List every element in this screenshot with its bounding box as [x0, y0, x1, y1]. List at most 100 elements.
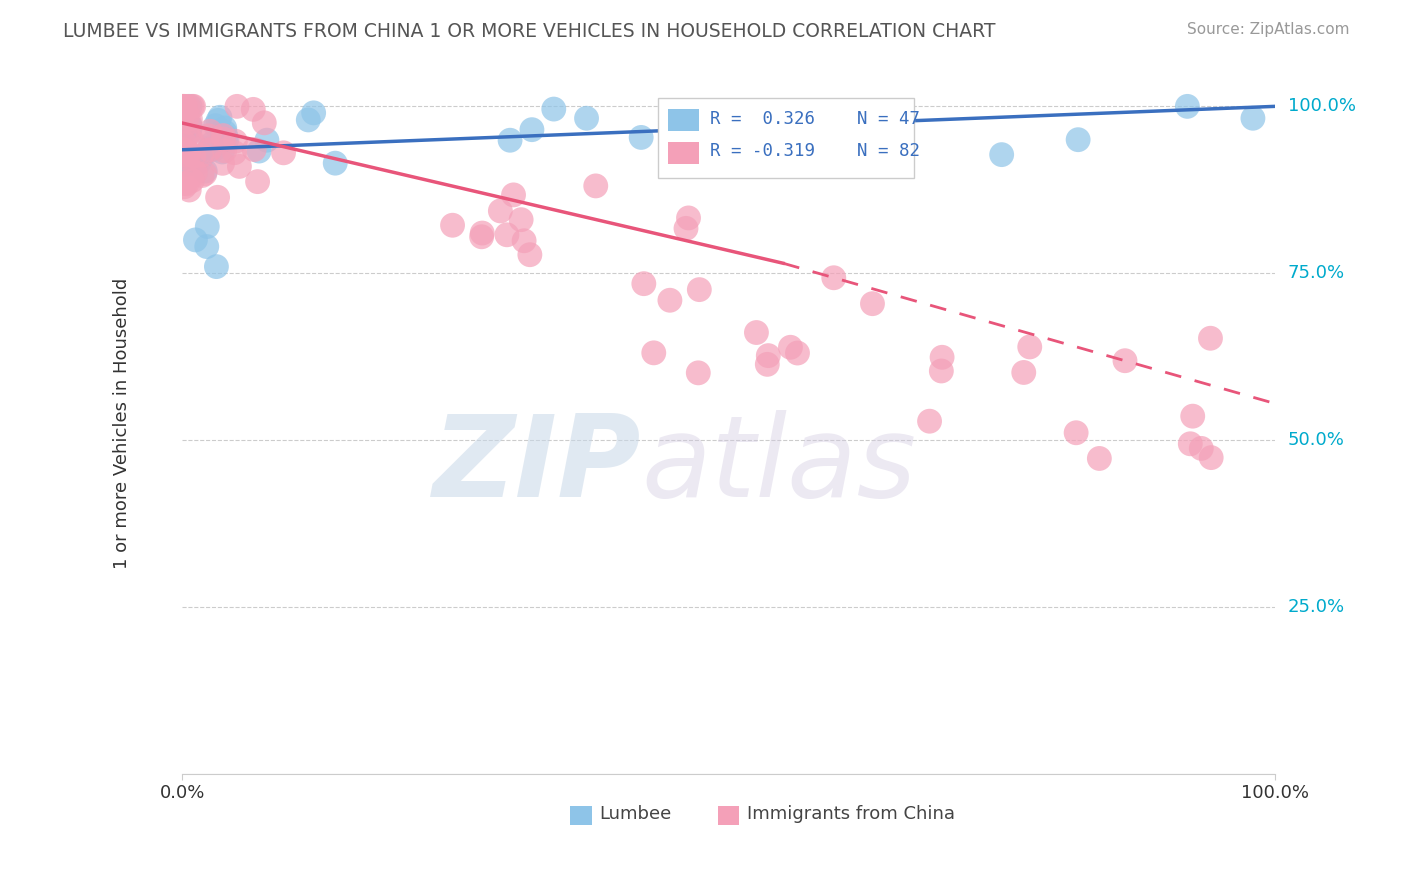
Point — [1018, 340, 1040, 354]
Point — [630, 130, 652, 145]
Text: 100.0%: 100.0% — [1288, 97, 1355, 115]
Point — [173, 136, 195, 150]
Point — [195, 219, 218, 234]
Point — [212, 132, 235, 146]
Point — [756, 357, 779, 371]
Point — [198, 140, 221, 154]
Point — [194, 167, 217, 181]
Point — [224, 145, 246, 160]
Point — [1180, 437, 1202, 451]
FancyBboxPatch shape — [717, 806, 740, 824]
Point — [179, 152, 201, 166]
Point — [786, 346, 808, 360]
Point — [658, 293, 681, 308]
Point — [172, 143, 194, 157]
Point — [184, 156, 207, 170]
Point — [990, 147, 1012, 161]
Point — [688, 283, 710, 297]
Point — [184, 233, 207, 247]
Point — [745, 326, 768, 340]
FancyBboxPatch shape — [571, 806, 592, 824]
Point — [513, 234, 536, 248]
Point — [179, 120, 201, 134]
Point — [273, 145, 295, 160]
Point — [643, 346, 665, 360]
Point — [585, 178, 607, 193]
Point — [172, 142, 194, 156]
Text: 75.0%: 75.0% — [1288, 264, 1346, 282]
Point — [1199, 450, 1222, 465]
Point — [297, 112, 319, 127]
Point — [499, 133, 522, 147]
Text: Source: ZipAtlas.com: Source: ZipAtlas.com — [1187, 22, 1350, 37]
Point — [882, 136, 904, 151]
Point — [179, 99, 201, 113]
Point — [675, 221, 697, 235]
Point — [180, 120, 202, 134]
Point — [678, 211, 700, 225]
Point — [212, 128, 235, 143]
Text: Immigrants from China: Immigrants from China — [747, 805, 955, 823]
Point — [173, 179, 195, 194]
Text: Lumbee: Lumbee — [599, 805, 672, 823]
Point — [191, 150, 214, 164]
Text: R =  0.326    N = 47: R = 0.326 N = 47 — [710, 110, 920, 128]
Point — [198, 143, 221, 157]
Point — [181, 99, 204, 113]
Point — [211, 156, 233, 170]
Point — [224, 134, 246, 148]
FancyBboxPatch shape — [668, 109, 699, 131]
Point — [543, 102, 565, 116]
Point — [183, 149, 205, 163]
Point — [918, 414, 941, 428]
Point — [214, 125, 236, 139]
Point — [779, 340, 801, 354]
Point — [207, 113, 229, 128]
Point — [247, 144, 270, 158]
Point — [179, 112, 201, 127]
Point — [1189, 442, 1212, 456]
Point — [489, 203, 512, 218]
Point — [215, 129, 238, 144]
Point — [179, 115, 201, 129]
FancyBboxPatch shape — [668, 142, 699, 164]
Point — [177, 99, 200, 113]
Point — [1181, 409, 1204, 424]
Point — [214, 120, 236, 135]
Point — [246, 175, 269, 189]
Point — [202, 142, 225, 156]
Point — [173, 152, 195, 166]
Point — [696, 134, 718, 148]
Point — [177, 127, 200, 141]
Point — [179, 183, 201, 197]
Point — [214, 144, 236, 158]
Point — [188, 155, 211, 169]
Point — [207, 190, 229, 204]
Text: R = -0.319    N = 82: R = -0.319 N = 82 — [710, 143, 920, 161]
Point — [496, 227, 519, 242]
Point — [173, 156, 195, 170]
Point — [215, 132, 238, 146]
Point — [198, 124, 221, 138]
Point — [183, 99, 205, 113]
Point — [177, 145, 200, 160]
Point — [174, 158, 197, 172]
FancyBboxPatch shape — [658, 97, 914, 178]
Point — [756, 349, 779, 363]
Point — [205, 260, 228, 274]
Point — [1088, 451, 1111, 466]
Point — [177, 152, 200, 166]
Point — [179, 126, 201, 140]
Point — [172, 123, 194, 137]
Point — [242, 103, 264, 117]
Point — [191, 169, 214, 183]
Point — [323, 156, 346, 170]
Point — [510, 212, 533, 227]
Point — [253, 116, 276, 130]
Point — [208, 110, 231, 124]
Text: 50.0%: 50.0% — [1288, 431, 1344, 450]
Point — [173, 177, 195, 191]
Point — [1199, 331, 1222, 345]
Point — [174, 99, 197, 113]
Point — [1064, 425, 1087, 440]
